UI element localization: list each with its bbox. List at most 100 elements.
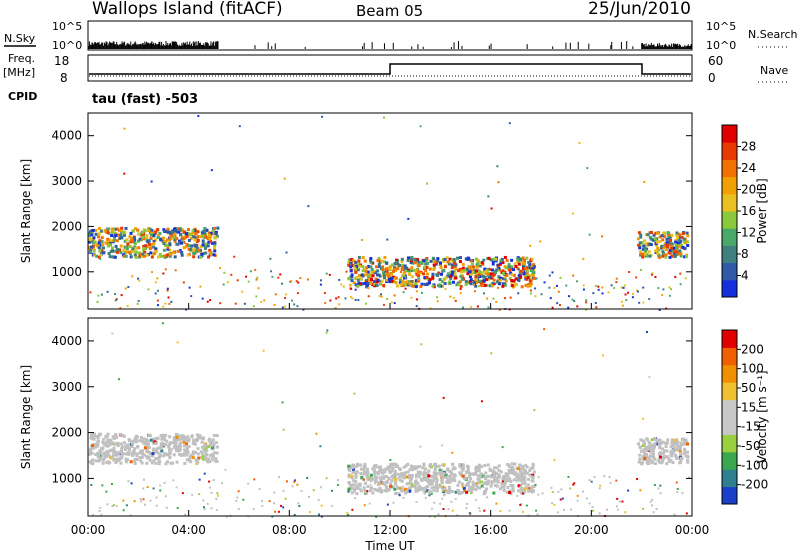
velocity-noise-point — [198, 493, 201, 496]
velocity-noise-point — [110, 483, 113, 486]
velocity-echo-point — [456, 483, 460, 487]
velocity-echo-point — [519, 485, 523, 489]
velocity-echo-point — [141, 452, 145, 456]
power-noise-point — [378, 280, 381, 283]
power-echo-point — [434, 261, 438, 265]
velocity-echo-point — [410, 483, 414, 487]
velocity-echo-point — [147, 433, 151, 437]
power-echo-point — [443, 282, 447, 286]
velocity-noise-point — [659, 484, 662, 487]
velocity-echo-point — [478, 486, 482, 490]
power-echo-point — [504, 266, 508, 270]
power-echo-point — [491, 259, 495, 263]
power-echo-point — [89, 245, 93, 249]
power-echo-point — [147, 226, 151, 230]
power-noise-point — [166, 287, 169, 290]
velocity-echo-point — [351, 463, 355, 467]
power-echo-point — [148, 247, 152, 251]
velocity-echo-point — [393, 487, 397, 491]
velocity-echo-point — [209, 439, 213, 443]
velocity-echo-point — [466, 481, 470, 485]
power-echo-point — [117, 229, 121, 233]
velocity-noise-point — [461, 485, 464, 488]
velocity-echo-point — [204, 444, 208, 448]
velocity-echo-point — [404, 491, 408, 495]
velocity-echo-point — [679, 441, 683, 445]
velocity-echo-point — [91, 462, 95, 466]
power-echo-point — [668, 255, 672, 259]
velocity-echo-point — [147, 446, 151, 450]
power-echo-point — [384, 267, 388, 271]
velocity-echo-point — [115, 435, 119, 439]
power-echo-point — [139, 233, 143, 237]
power-echo-point — [395, 267, 399, 271]
power-echo-point — [410, 257, 414, 261]
power-echo-point — [639, 235, 643, 239]
velocity-echo-point — [181, 452, 185, 456]
velocity-noise-point — [603, 475, 606, 478]
power-echo-point — [137, 232, 141, 236]
velocity-echo-point — [91, 446, 95, 450]
power-echo-point — [492, 257, 496, 261]
velocity-echo-point — [373, 472, 377, 476]
velocity-echo-point — [168, 451, 172, 455]
velocity-noise-point — [551, 491, 554, 494]
velocity-echo-point — [359, 463, 363, 467]
velocity-noise-point — [293, 479, 296, 482]
power-noise-point — [610, 284, 613, 287]
power-noise-point — [156, 299, 159, 302]
power-echo-point — [422, 272, 426, 276]
velocity-echo-point — [648, 458, 652, 462]
velocity-echo-point — [357, 482, 361, 486]
power-colorbar-segment — [722, 193, 737, 212]
power-echo-point — [678, 252, 682, 256]
power-colorbar-segment — [722, 125, 737, 143]
power-noise-point — [137, 299, 140, 302]
velocity-echo-point — [477, 481, 481, 485]
power-echo-point — [479, 270, 483, 274]
power-echo-point — [471, 265, 475, 269]
power-echo-point — [448, 281, 452, 285]
power-noise-point — [639, 268, 642, 271]
velocity-echo-point — [105, 461, 109, 465]
velocity-noise-point — [163, 481, 166, 484]
velocity-noise-point — [598, 512, 601, 515]
power-noise-point — [131, 275, 134, 278]
power-echo-point — [406, 256, 410, 260]
velocity-noise-point — [397, 477, 400, 480]
power-echo-point — [184, 236, 188, 240]
velocity-echo-point — [638, 453, 642, 457]
power-echo-point — [674, 243, 678, 247]
power-echo-point — [398, 278, 402, 282]
velocity-echo-point — [204, 455, 208, 459]
power-noise-point — [290, 299, 293, 302]
velocity-echo-point — [673, 438, 677, 442]
power-echo-point — [372, 279, 376, 283]
velocity-echo-point — [354, 476, 358, 480]
power-echo-point — [97, 241, 101, 245]
velocity-echo-point — [107, 453, 111, 457]
velocity-echo-point — [532, 470, 536, 474]
velocity-noise-point — [273, 502, 276, 505]
power-echo-point — [193, 238, 197, 242]
power-noise-point — [277, 276, 280, 279]
velocity-echo-point — [349, 474, 353, 478]
velocity-noise-point — [465, 506, 468, 509]
velocity-echo-point — [410, 468, 414, 472]
velocity-echo-point — [353, 470, 357, 474]
velocity-noise-point — [451, 509, 454, 512]
velocity-echo-point — [185, 453, 189, 457]
velocity-echo-point — [204, 452, 208, 456]
velocity-echo-point — [95, 442, 99, 446]
power-echo-point — [467, 265, 471, 269]
velocity-echo-point — [116, 441, 120, 445]
velocity-echo-point — [118, 450, 122, 454]
power-echo-point — [358, 264, 362, 268]
power-noise-point — [585, 301, 588, 304]
velocity-echo-point — [406, 470, 410, 474]
velocity-echo-point — [497, 468, 501, 472]
velocity-noise-point — [298, 504, 301, 507]
power-echo-point — [194, 246, 198, 250]
velocity-echo-point — [448, 475, 452, 479]
velocity-echo-point — [650, 438, 654, 442]
